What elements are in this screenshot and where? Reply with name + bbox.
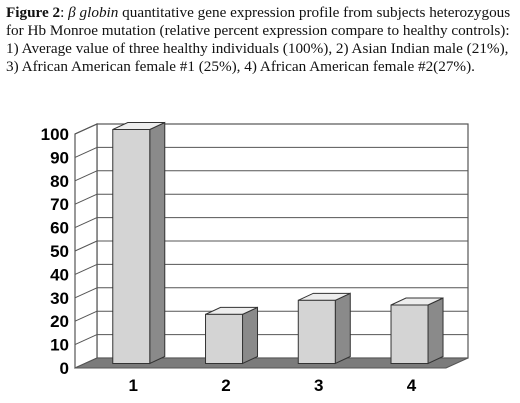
bar-front bbox=[297, 299, 336, 365]
bar-front bbox=[205, 313, 244, 364]
bar-1 bbox=[112, 121, 166, 365]
y-tick-label: 30 bbox=[50, 289, 69, 308]
y-tick-label: 10 bbox=[50, 336, 69, 355]
bar-front bbox=[112, 129, 151, 364]
y-tick-label: 0 bbox=[60, 359, 69, 378]
gridline-depth bbox=[74, 334, 98, 346]
gridline-depth bbox=[74, 170, 98, 182]
gridline-depth bbox=[74, 263, 98, 275]
y-tick-label: 100 bbox=[41, 125, 69, 144]
bar-side bbox=[242, 306, 259, 365]
gridline-depth bbox=[74, 123, 98, 135]
y-tick-label: 80 bbox=[50, 172, 69, 191]
bar-side bbox=[149, 121, 166, 365]
y-tick-label: 70 bbox=[50, 195, 69, 214]
gridline-depth bbox=[74, 193, 98, 205]
y-tick-label: 20 bbox=[50, 312, 69, 331]
bar-4 bbox=[390, 297, 444, 365]
gridline-depth bbox=[74, 217, 98, 229]
gene-symbol: β globin bbox=[68, 4, 119, 21]
gridline-depth bbox=[74, 310, 98, 322]
bar-side bbox=[427, 297, 444, 365]
figure-caption: Figure 2: β globin quantitative gene exp… bbox=[6, 4, 511, 76]
gridline-depth bbox=[74, 146, 98, 158]
x-tick-label: 3 bbox=[314, 376, 323, 395]
y-tick-label: 40 bbox=[50, 265, 69, 284]
caption-separator: : bbox=[60, 4, 69, 21]
figure-label: Figure 2 bbox=[6, 4, 61, 21]
x-tick-label: 4 bbox=[407, 376, 417, 395]
y-tick-label: 50 bbox=[50, 242, 69, 261]
gridline-depth bbox=[74, 287, 98, 299]
chart-bars bbox=[112, 121, 444, 365]
gridline-depth bbox=[74, 240, 98, 252]
x-axis-ticks: 1 2 3 4 bbox=[129, 376, 417, 395]
bar-3 bbox=[297, 292, 351, 365]
y-axis-ticks: 0 10 20 30 40 50 60 70 80 90 100 bbox=[41, 125, 69, 378]
caption-text: quantitative gene expression profile fro… bbox=[6, 4, 511, 75]
x-tick-label: 2 bbox=[221, 376, 230, 395]
y-tick-label: 60 bbox=[50, 219, 69, 238]
x-tick-label: 1 bbox=[129, 376, 138, 395]
bar-front bbox=[390, 304, 429, 364]
y-tick-label: 90 bbox=[50, 148, 69, 167]
bar-2 bbox=[205, 306, 259, 365]
bar-side bbox=[334, 292, 351, 365]
